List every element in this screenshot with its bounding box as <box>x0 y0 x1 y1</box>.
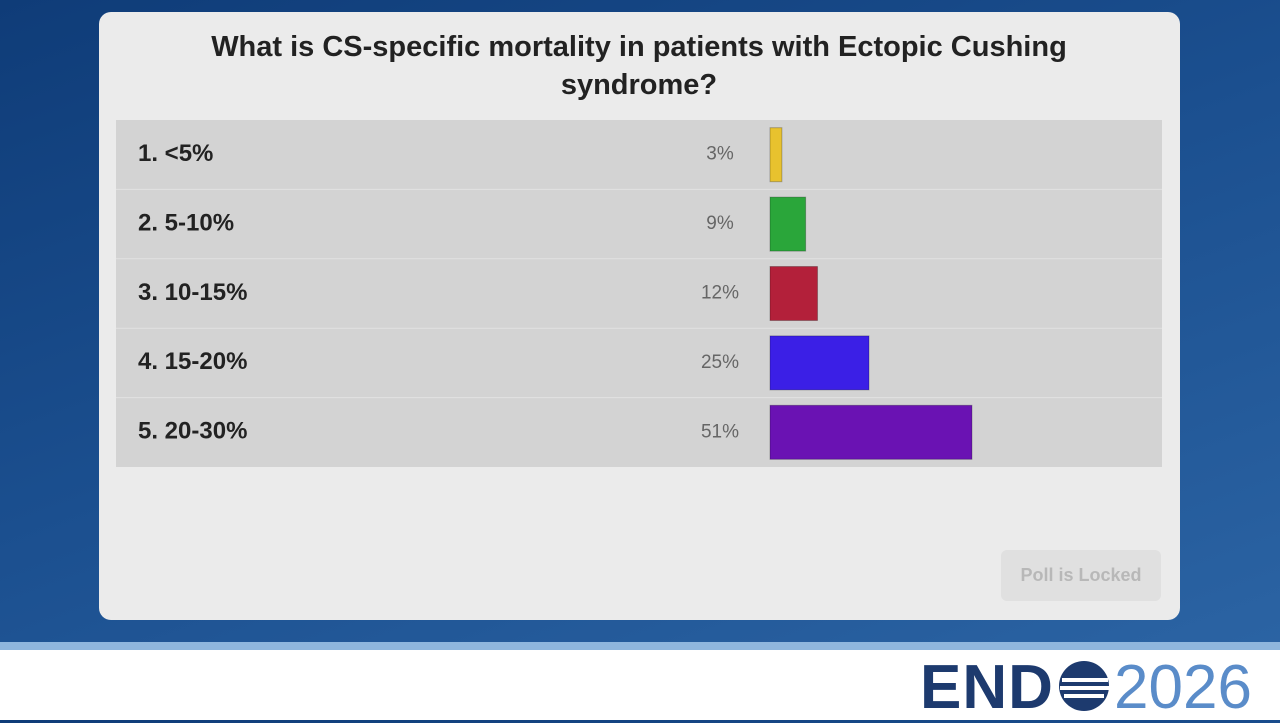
poll-locked-button[interactable]: Poll is Locked <box>1001 550 1161 601</box>
stripe <box>0 642 1280 650</box>
percent-label: 51% <box>701 421 739 442</box>
poll-card: What is CS-specific mortality in patient… <box>99 12 1180 620</box>
results-background <box>116 120 1162 467</box>
logo-year: 2026 <box>1114 653 1252 722</box>
option-label: 1. <5% <box>138 140 213 167</box>
logo-text: END <box>920 653 1054 722</box>
percent-label: 25% <box>701 352 739 373</box>
bar <box>769 196 807 252</box>
percent-label: 12% <box>701 283 739 304</box>
option-label: 3. 10-15% <box>138 279 247 306</box>
bar <box>769 335 870 391</box>
logo-globe <box>1059 661 1110 711</box>
poll-question: What is CS-specific mortality in patient… <box>211 31 1067 101</box>
option-label: 2. 5-10% <box>138 209 234 236</box>
percent-label: 9% <box>706 213 734 234</box>
option-label: 5. 20-30% <box>138 418 247 445</box>
bar <box>769 266 819 321</box>
percent-label: 3% <box>706 144 734 165</box>
poll-results: 1. <5% 3% 2. 5-10% 9% 3. 10-15% 12% 4. 15-20% 2… <box>116 120 1162 467</box>
bar <box>769 127 783 183</box>
option-label: 4. 15-20% <box>138 348 247 375</box>
bar <box>769 404 973 460</box>
